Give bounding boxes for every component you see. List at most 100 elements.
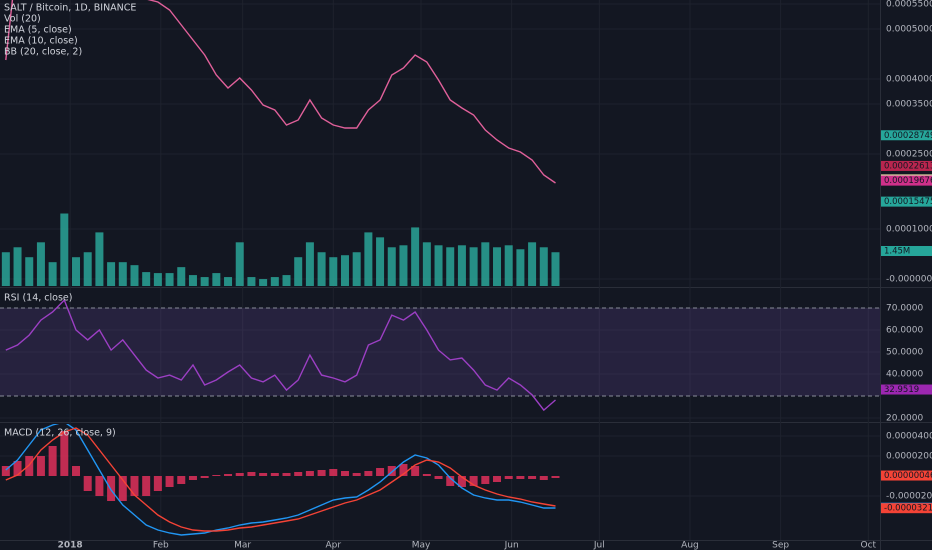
- bar: [434, 245, 443, 286]
- bar: [130, 265, 139, 286]
- x-tick-label: 2018: [58, 541, 83, 550]
- bar: [13, 247, 22, 286]
- x-tick-label: Apr: [325, 541, 341, 550]
- bar: [60, 431, 69, 476]
- bar: [95, 232, 104, 286]
- y-tick-label: 0.00010000: [886, 225, 932, 235]
- line: [5, 424, 556, 536]
- bar: [387, 466, 396, 476]
- bar: [259, 279, 268, 286]
- bar: [446, 247, 455, 286]
- bar: [469, 476, 478, 486]
- bar: [340, 471, 349, 476]
- bar: [305, 242, 314, 286]
- bar: [282, 275, 291, 286]
- price-tag: [881, 175, 932, 186]
- price-tag: [881, 196, 932, 207]
- bar: [399, 245, 408, 286]
- bar: [528, 242, 537, 286]
- bar: [177, 476, 186, 484]
- price-tag-label: 0.00019676: [884, 176, 932, 186]
- bar: [83, 476, 92, 491]
- chart-title: SALT / Bitcoin, 1D, BINANCE: [4, 3, 136, 14]
- bar: [72, 257, 81, 286]
- bar: [247, 472, 256, 476]
- bar: [142, 476, 151, 496]
- bar: [364, 232, 373, 286]
- bar: [25, 456, 34, 476]
- price-tag: [881, 246, 932, 257]
- bar: [329, 469, 338, 476]
- price-tag: [881, 384, 932, 395]
- price-tag: [881, 470, 932, 481]
- bar: [83, 252, 92, 286]
- bar: [200, 476, 209, 478]
- x-tick-label: Oct: [861, 541, 877, 550]
- bar: [282, 473, 291, 476]
- line: [5, 427, 556, 532]
- bar: [399, 464, 408, 476]
- bar: [294, 257, 303, 286]
- bar: [446, 476, 455, 486]
- legend-entry: EMA (5, close): [4, 25, 72, 36]
- bar: [352, 473, 361, 476]
- price-tag: [881, 130, 932, 141]
- legend-entry: RSI (14, close): [4, 293, 72, 304]
- bar: [188, 476, 197, 480]
- bar: [130, 476, 139, 496]
- x-tick-label: Sep: [772, 541, 789, 550]
- bar: [504, 245, 513, 286]
- bar: [95, 476, 104, 496]
- bar: [72, 466, 81, 476]
- y-tick-label: 50.0000: [886, 348, 923, 358]
- bar: [212, 273, 221, 286]
- bar: [235, 242, 244, 286]
- bar: [13, 461, 22, 476]
- bar: [305, 471, 314, 476]
- price-tag: [881, 160, 932, 171]
- line: [5, 298, 556, 412]
- y-tick-label: 20.0000: [886, 414, 923, 424]
- bar: [36, 456, 45, 476]
- bar: [457, 245, 466, 286]
- price-tag-label: 1.45M: [884, 247, 910, 257]
- x-tick-label: Mar: [234, 541, 251, 550]
- bar: [1, 252, 10, 286]
- bar: [422, 474, 431, 476]
- bar: [317, 470, 326, 476]
- legend-entry: EMA (10, close): [4, 36, 78, 47]
- bar: [188, 275, 197, 286]
- bar: [48, 262, 57, 286]
- bar: [539, 476, 548, 480]
- y-tick-label: -0.0000200: [886, 492, 932, 502]
- bar: [259, 473, 268, 476]
- bar: [224, 474, 233, 476]
- bar: [48, 446, 57, 476]
- bar: [434, 476, 443, 479]
- bar: [235, 473, 244, 476]
- bar: [270, 473, 279, 476]
- bar: [422, 242, 431, 286]
- bar: [504, 476, 513, 479]
- x-tick-label: Jul: [593, 541, 605, 550]
- bar: [153, 273, 162, 286]
- bar: [212, 475, 221, 476]
- bar: [294, 472, 303, 476]
- bar: [551, 252, 560, 286]
- bar: [329, 257, 338, 286]
- bar: [142, 272, 151, 286]
- bar: [247, 277, 256, 286]
- bar: [551, 476, 560, 478]
- price-tag-label: 0.00022613: [884, 161, 932, 171]
- x-tick-label: Feb: [153, 541, 169, 550]
- bar: [118, 476, 127, 501]
- bar: [36, 242, 45, 286]
- y-tick-label: 0.0000400: [886, 432, 932, 442]
